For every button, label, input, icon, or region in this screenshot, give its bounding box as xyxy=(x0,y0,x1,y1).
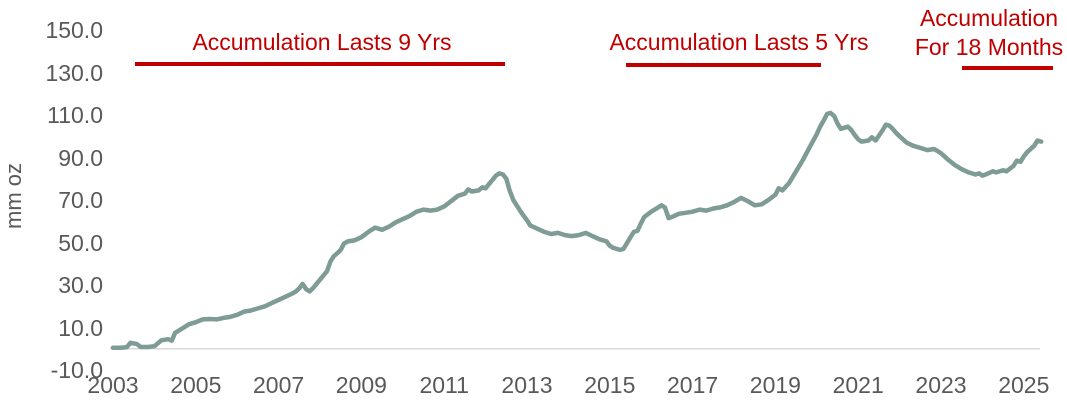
x-tick-label: 2003 xyxy=(87,372,139,398)
x-tick-label: 2023 xyxy=(915,372,967,398)
y-tick-label: 110.0 xyxy=(47,102,103,128)
y-tick-label: 50.0 xyxy=(58,229,103,256)
y-tick-label: 90.0 xyxy=(58,144,103,171)
x-tick-label: 2013 xyxy=(501,372,553,398)
annotation-line-2: For 18 Months xyxy=(914,34,1064,60)
x-tick-label: 2005 xyxy=(170,372,222,398)
y-tick-label: 30.0 xyxy=(58,272,103,298)
annotation-accumulation-5yrs: Accumulation Lasts 5 Yrs xyxy=(609,29,869,55)
y-tick-label: -10.0 xyxy=(50,357,103,383)
x-tick-label: 2009 xyxy=(335,372,387,398)
accumulation-trend-line xyxy=(110,110,1044,350)
y-tick-label: 150.0 xyxy=(45,17,103,43)
y-tick-label: 130.0 xyxy=(45,59,103,86)
annotation-accumulation-9yrs: Accumulation Lasts 9 Yrs xyxy=(192,29,452,55)
annotation-accumulation-18months: Accumulation For 18 Months xyxy=(905,4,1067,62)
x-tick-label: 2025 xyxy=(998,372,1050,398)
x-tick-label: 2011 xyxy=(419,372,469,398)
x-tick-label: 2015 xyxy=(584,372,636,398)
y-tick-label: 10.0 xyxy=(58,314,103,341)
y-tick-label: 70.0 xyxy=(58,187,103,213)
x-tick-label: 2021 xyxy=(832,372,884,398)
annotation-bar-5yrs xyxy=(626,63,821,67)
annotation-bar-9yrs xyxy=(135,62,505,66)
y-axis-title: mm oz xyxy=(1,163,26,229)
x-tick-label: 2019 xyxy=(749,372,801,398)
annotation-line-1: Accumulation xyxy=(919,5,1059,31)
annotation-bar-18months xyxy=(962,66,1053,70)
x-tick-label: 2017 xyxy=(667,372,719,398)
x-tick-label: 2007 xyxy=(253,372,305,398)
